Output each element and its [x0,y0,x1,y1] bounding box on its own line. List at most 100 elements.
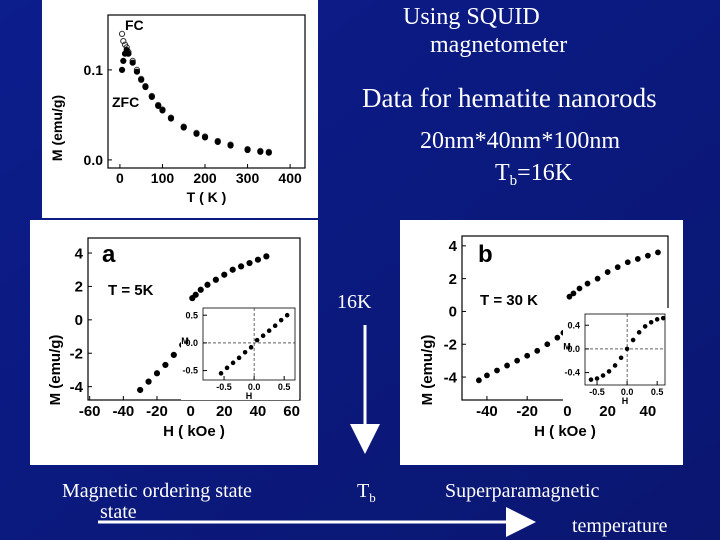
y-tick-label: 0 [449,304,457,321]
chart-panel [42,0,318,218]
data-point [229,266,236,273]
center-label: Tb [357,480,376,505]
inset-x-label: H [246,391,253,401]
x-tick-label: 0 [563,403,571,420]
data-point [230,360,236,366]
y-tick-label: 0.0 [567,344,580,354]
data-point [167,115,175,122]
x-tick-label: 200 [193,170,217,186]
data-point [484,372,490,379]
annotation: T = 30 K [480,292,538,309]
data-point [534,347,541,354]
x-tick-label: -40 [476,403,498,420]
data-point [588,377,594,382]
title: magnetometer [430,32,567,58]
data-point [162,361,169,369]
data-point [133,68,141,75]
data-point [159,107,166,114]
data-point [221,271,228,278]
data-point [145,378,152,385]
data-point [624,259,631,266]
data-point [238,263,245,270]
data-point [148,93,155,101]
y-axis-label: M (emu/g) [49,95,65,161]
series-label: FC [125,17,144,33]
data-point [272,323,278,329]
data-point [201,134,209,141]
symbol: T [357,480,369,502]
y-axis-label: M (emu/g) [419,335,436,406]
x-tick-label: 20 [599,403,616,420]
inset-y-label: M [181,336,189,346]
data-point [624,346,630,352]
y-tick-label: 0.0 [84,152,104,168]
axis-label: temperature [572,515,668,537]
y-axis-label: M (emu/g) [47,335,64,406]
x-tick-label: -20 [146,403,168,420]
x-tick-label: -0.5 [589,387,605,397]
data-point [600,373,606,378]
data-point [604,269,611,275]
x-tick-label: -0.5 [216,382,232,392]
title: Using SQUID [403,4,540,30]
data-point [254,256,262,263]
data-point [246,259,253,267]
data-point [192,291,199,298]
inset-y-label: M [563,342,571,352]
data-point [214,138,221,145]
data-point [170,351,177,359]
data-point [180,124,187,131]
y-tick-label: 0.1 [84,62,104,78]
y-tick-label: 0.0 [185,338,198,348]
y-tick-label: 0.4 [567,320,580,330]
data-point [118,66,126,74]
data-point [644,252,651,259]
left-label: state [100,501,137,523]
y-tick-label: 4 [449,238,458,255]
x-tick-label: 0 [116,170,124,186]
data-point [129,59,136,66]
data-point [155,102,162,110]
y-tick-label: -2 [70,345,83,362]
data-point [284,312,290,318]
annotation: T = 5K [108,282,154,299]
inset-x-label: H [622,396,629,406]
data-point [278,317,284,323]
series-label: ZFC [112,94,139,110]
data-point [618,355,624,361]
data-point [248,345,254,350]
data-point [642,324,648,329]
data-point [614,264,621,271]
data-point [212,276,219,283]
data-point [570,290,577,297]
data-point [576,285,583,292]
data-point [236,355,242,361]
x-tick-label: 300 [236,170,260,186]
data-point [636,330,642,335]
x-tick-label: -20 [516,403,538,420]
data-point [137,386,144,394]
data-point [257,148,264,155]
data-point [266,328,272,334]
x-tick-label: 0.5 [278,382,291,392]
subscript: b [510,173,518,189]
data-point [263,253,270,260]
subscript: b [369,490,376,505]
arrow-label: 16K [337,291,372,313]
y-tick-label: 2 [449,271,457,288]
y-tick-label: -0.5 [182,366,198,376]
data-point [193,130,200,137]
y-tick-label: 2 [75,279,83,296]
data-point [224,365,230,371]
data-point [612,363,618,368]
data-point [630,337,636,343]
data-point [524,352,531,359]
data-point [594,275,601,282]
x-tick-label: 400 [278,170,302,186]
x-tick-label: 0.5 [651,387,664,397]
y-tick-label: 0.5 [185,310,198,320]
data-point [260,333,266,338]
data-point [242,350,248,355]
data-point [138,76,145,83]
